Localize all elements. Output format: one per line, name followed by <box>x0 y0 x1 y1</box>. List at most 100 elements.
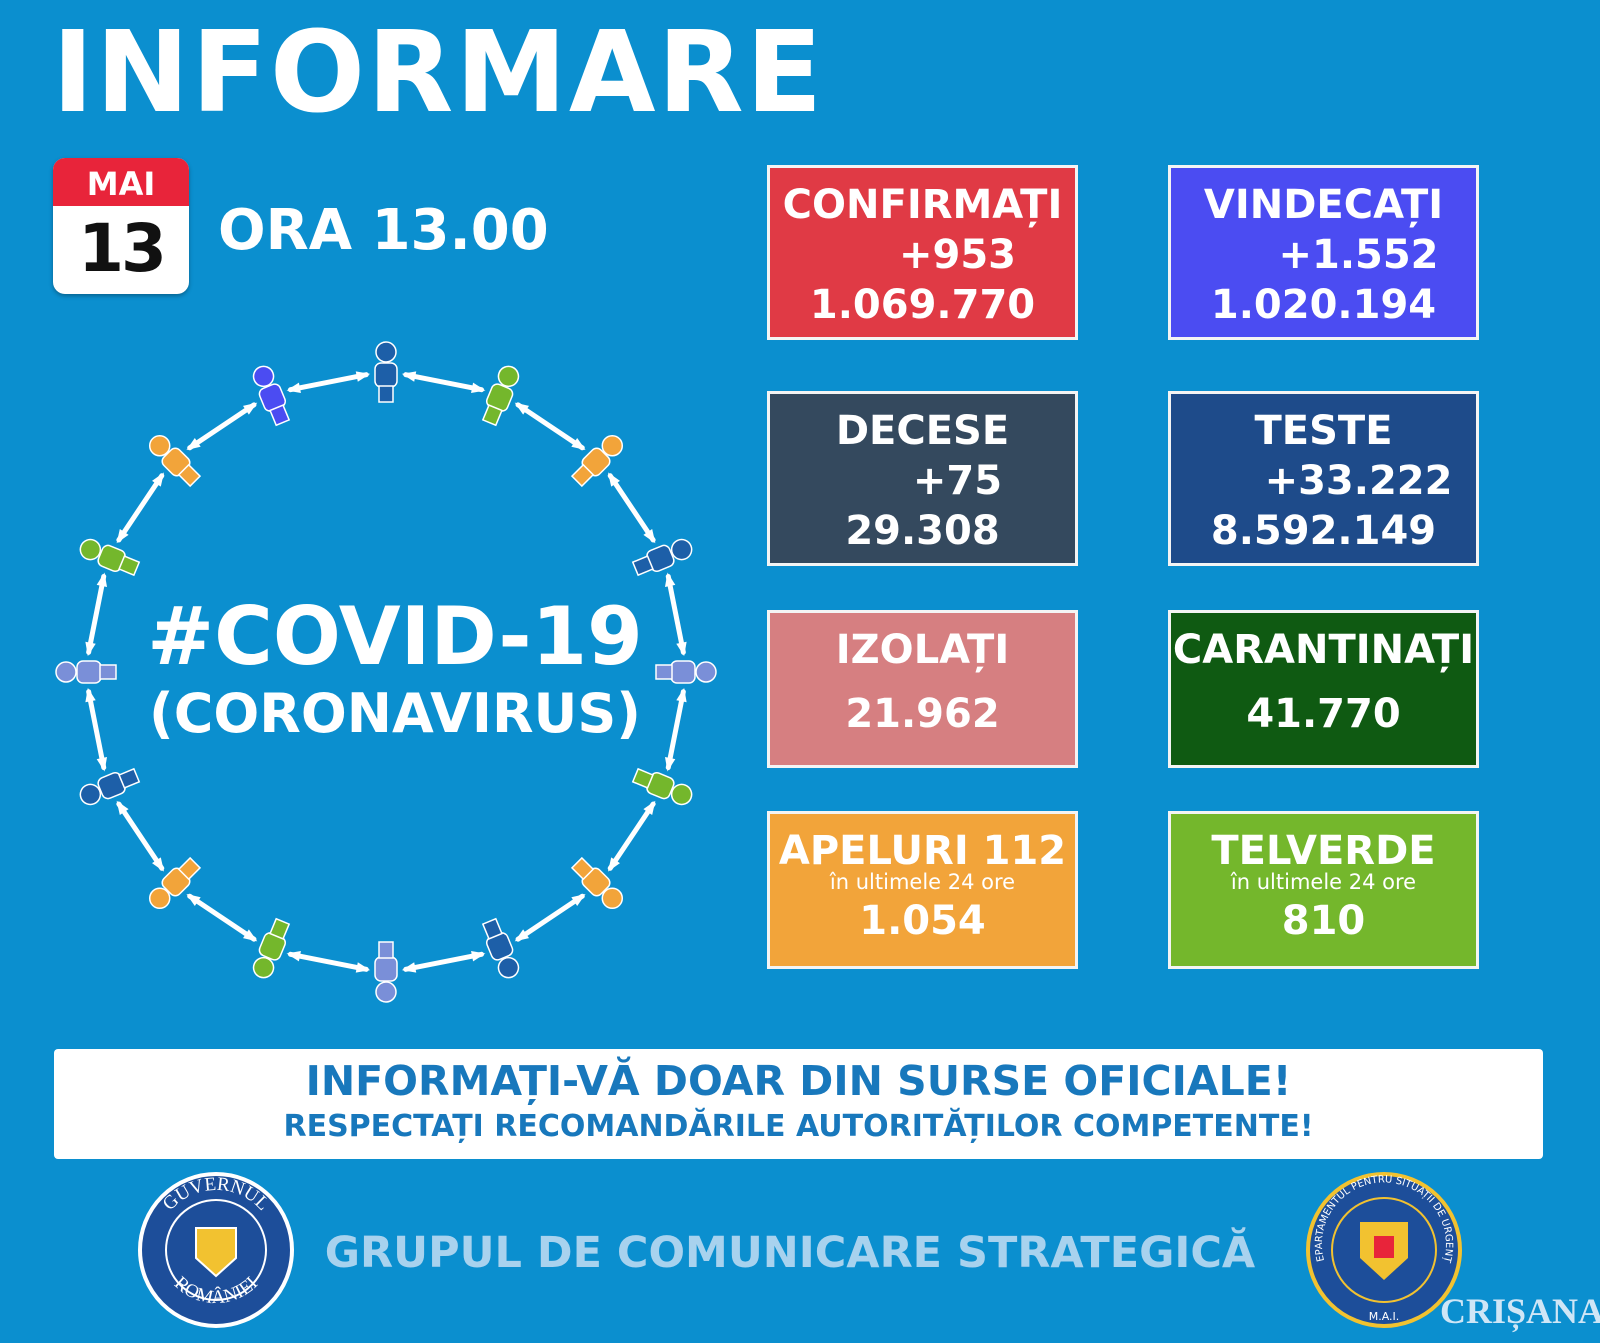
legs <box>99 664 117 680</box>
stat-card: TELVERDE în ultimele 24 ore 810 <box>1168 811 1479 969</box>
legs <box>655 664 673 680</box>
person-icon <box>374 941 398 1003</box>
card-total: 21.962 <box>845 691 1000 737</box>
head <box>670 783 693 806</box>
arrow-head <box>664 572 676 587</box>
arrow-head <box>286 950 301 962</box>
arrow-head <box>471 382 486 394</box>
card-total: 29.308 <box>845 508 1000 554</box>
arrow <box>187 893 257 942</box>
legs <box>269 917 291 940</box>
arrow <box>607 473 656 543</box>
legs <box>378 941 394 959</box>
head <box>79 538 102 561</box>
arrow-head <box>243 929 258 942</box>
card-total: 41.770 <box>1246 691 1401 737</box>
body <box>374 956 398 982</box>
arrow <box>665 689 686 771</box>
arrow-head <box>116 529 129 544</box>
arrow-head <box>85 641 96 657</box>
legs <box>570 463 595 488</box>
legs <box>269 404 291 427</box>
arrow <box>116 801 165 871</box>
arrow <box>287 372 369 393</box>
person-icon <box>631 767 693 806</box>
head <box>252 365 275 388</box>
arrow-head <box>355 962 371 973</box>
gov-logo: GUVERNUL ROMÂNIEI <box>138 1172 294 1328</box>
arrow-head <box>186 894 201 906</box>
legs <box>481 917 503 940</box>
person-icon <box>631 538 693 577</box>
arrow-head <box>571 438 586 450</box>
head <box>497 365 520 388</box>
arrow <box>187 402 257 451</box>
arrow-head <box>96 757 108 772</box>
card-total: 1.054 <box>859 898 986 944</box>
arrow-head <box>471 950 486 962</box>
person-icon <box>570 434 624 488</box>
person-icon <box>252 917 291 979</box>
hashtag: #COVID-19 <box>147 590 643 683</box>
card-title: IZOLAȚI <box>835 627 1010 673</box>
arrow <box>403 951 485 972</box>
head <box>601 434 624 457</box>
card-subtitle: în ultimele 24 ore <box>829 870 1016 894</box>
legs <box>631 767 654 789</box>
body <box>76 660 102 684</box>
arrow-head <box>243 402 258 415</box>
card-title: TESTE <box>1254 408 1393 454</box>
person-icon <box>374 341 398 403</box>
arrow-head <box>85 687 96 703</box>
day: 13 <box>78 210 167 287</box>
person-icon <box>55 660 117 684</box>
arrow <box>403 372 485 393</box>
person-icon <box>481 917 520 979</box>
card-delta: +953 <box>898 232 1016 278</box>
head <box>375 981 397 1003</box>
card-title: CARANTINAȚI <box>1172 627 1475 673</box>
arrow <box>287 951 369 972</box>
legs <box>177 463 202 488</box>
stat-card: APELURI 112 în ultimele 24 ore 1.054 <box>767 811 1078 969</box>
head <box>79 783 102 806</box>
stat-card: TESTE +33.222 8.592.149 <box>1168 391 1479 566</box>
stat-card: DECESE +75 29.308 <box>767 391 1078 566</box>
arrow-head <box>608 857 620 872</box>
head <box>375 341 397 363</box>
card-title: VINDECAȚI <box>1203 182 1444 228</box>
arrow <box>515 893 585 942</box>
arrow-head <box>116 800 129 815</box>
arrow-head <box>643 529 656 544</box>
arrow <box>86 573 107 655</box>
arrow-head <box>152 472 164 487</box>
arrow-head <box>571 894 586 906</box>
arrow-head <box>664 757 676 772</box>
watermark: CRIȘANA <box>1440 1291 1600 1331</box>
arrow-head <box>286 382 301 394</box>
legs <box>631 555 654 577</box>
card-total: 810 <box>1281 898 1366 944</box>
stat-card: CARANTINAȚI 41.770 <box>1168 610 1479 768</box>
card-delta: +33.222 <box>1264 458 1453 504</box>
arrow <box>515 402 585 451</box>
card-total: 1.020.194 <box>1210 282 1437 328</box>
dsu-bottom: M.A.I. <box>1369 1310 1400 1323</box>
stat-card: CONFIRMAȚI +953 1.069.770 <box>767 165 1078 340</box>
card-total: 8.592.149 <box>1210 508 1437 554</box>
person-icon <box>148 434 202 488</box>
person-icon <box>481 365 520 427</box>
arrow <box>665 573 686 655</box>
legs <box>177 856 202 881</box>
head <box>148 887 171 910</box>
arrow-head <box>355 371 371 382</box>
head <box>497 956 520 979</box>
legs <box>481 404 503 427</box>
head <box>148 434 171 457</box>
banner: INFORMAȚI-VĂ DOAR DIN SURSE OFICIALE! RE… <box>54 1049 1543 1159</box>
arrow-head <box>514 929 529 942</box>
card-subtitle: în ultimele 24 ore <box>1230 870 1417 894</box>
stat-card: IZOLAȚI 21.962 <box>767 610 1078 768</box>
legs <box>378 385 394 403</box>
